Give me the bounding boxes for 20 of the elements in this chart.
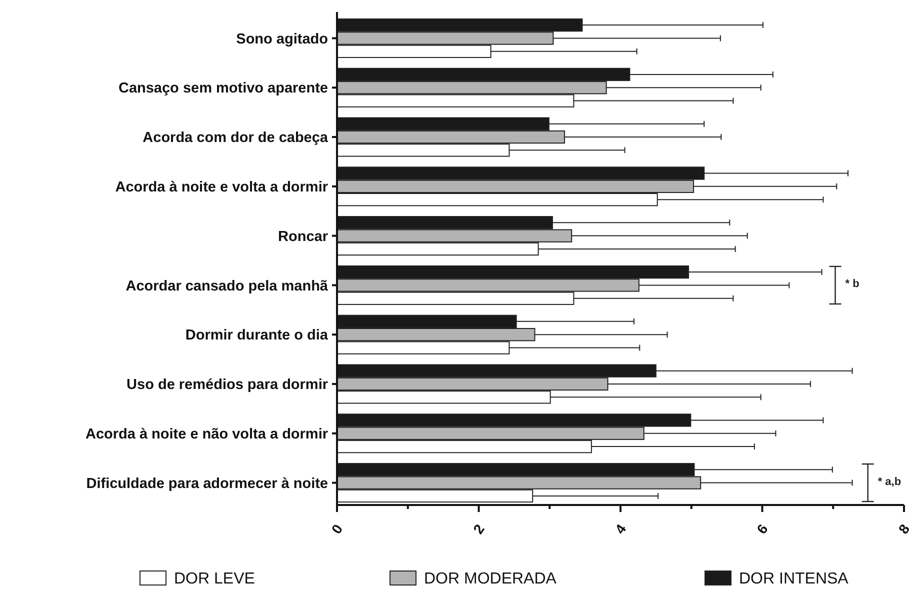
y-tick-label: Acorda à noite e volta a dormir: [115, 179, 328, 196]
legend-label: DOR MODERADA: [424, 570, 557, 588]
y-tick-label: Dormir durante o dia: [185, 328, 329, 344]
y-tick-label: Dificuldade para adormecer à noite: [86, 476, 328, 492]
legend-label: DOR INTENSA: [739, 570, 849, 588]
y-tick-label: Acorda à noite e não volta a dormir: [85, 426, 328, 442]
y-tick-label: Cansaço sem motivo aparente: [118, 80, 328, 97]
x-tick-label: 2: [470, 520, 488, 537]
annotation: * b: [845, 278, 860, 290]
x-tick-label: 6: [753, 520, 772, 537]
y-tick-label: Roncar: [278, 228, 328, 245]
y-tick-label: Acorda com dor de cabeça: [142, 130, 329, 146]
y-tick-label: Uso de remédios para dormir: [126, 377, 328, 394]
annotation: * a,b: [878, 476, 902, 488]
x-tick-label: 8: [895, 520, 913, 537]
y-tick-label: Acordar cansado pela manhã: [126, 278, 329, 294]
x-tick-label: 0: [328, 520, 346, 537]
x-tick-label: 4: [612, 520, 630, 537]
y-tick-label: Sono agitado: [236, 31, 328, 48]
legend-label: DOR LEVE: [174, 570, 255, 588]
